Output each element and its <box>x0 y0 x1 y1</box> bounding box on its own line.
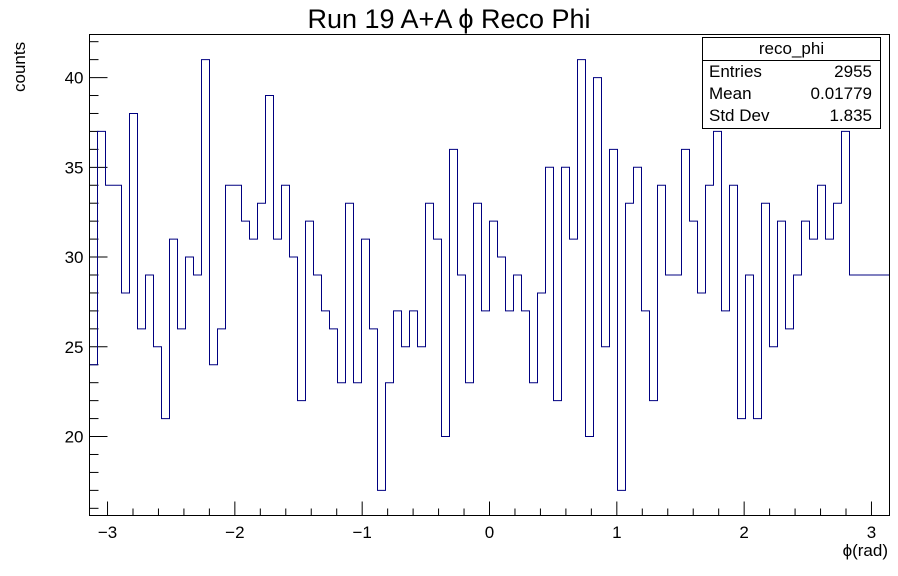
y-tick-label: 20 <box>65 428 84 447</box>
x-tick-label: 1 <box>612 523 621 542</box>
stats-value: 1.835 <box>829 106 872 125</box>
stats-label: Entries <box>709 62 762 81</box>
stats-box: reco_phi Entries 2955 Mean 0.01779 Std D… <box>702 37 881 129</box>
y-tick-label: 30 <box>65 248 84 267</box>
plot-frame <box>89 34 890 516</box>
stats-label: Mean <box>709 84 752 103</box>
stats-row-mean: Mean 0.01779 <box>703 83 880 105</box>
y-tick-label: 25 <box>65 338 84 357</box>
x-tick-label: 3 <box>867 523 876 542</box>
stats-value: 2955 <box>834 62 872 81</box>
x-axis-label: ϕ(rad) <box>842 541 888 560</box>
x-tick-label: 2 <box>739 523 748 542</box>
stats-title: reco_phi <box>703 38 880 61</box>
stats-label: Std Dev <box>709 106 770 125</box>
histogram-series <box>89 59 890 491</box>
y-tick-label: 35 <box>65 158 84 177</box>
stats-value: 0.01779 <box>810 84 872 103</box>
axis-ticks <box>89 41 872 516</box>
tick-labels: −3 −2 −1 0 1 2 3 20 25 30 35 40 <box>65 69 877 542</box>
chart-title: Run 19 A+A ϕ Reco Phi <box>307 4 591 34</box>
y-tick-label: 40 <box>65 69 84 88</box>
stats-row-entries: Entries 2955 <box>703 61 880 83</box>
x-tick-label: −2 <box>225 523 244 542</box>
x-tick-label: 0 <box>485 523 494 542</box>
x-tick-label: −1 <box>352 523 371 542</box>
x-tick-label: −3 <box>98 523 117 542</box>
stats-row-stddev: Std Dev 1.835 <box>703 105 880 127</box>
y-axis-label: counts <box>10 41 29 92</box>
